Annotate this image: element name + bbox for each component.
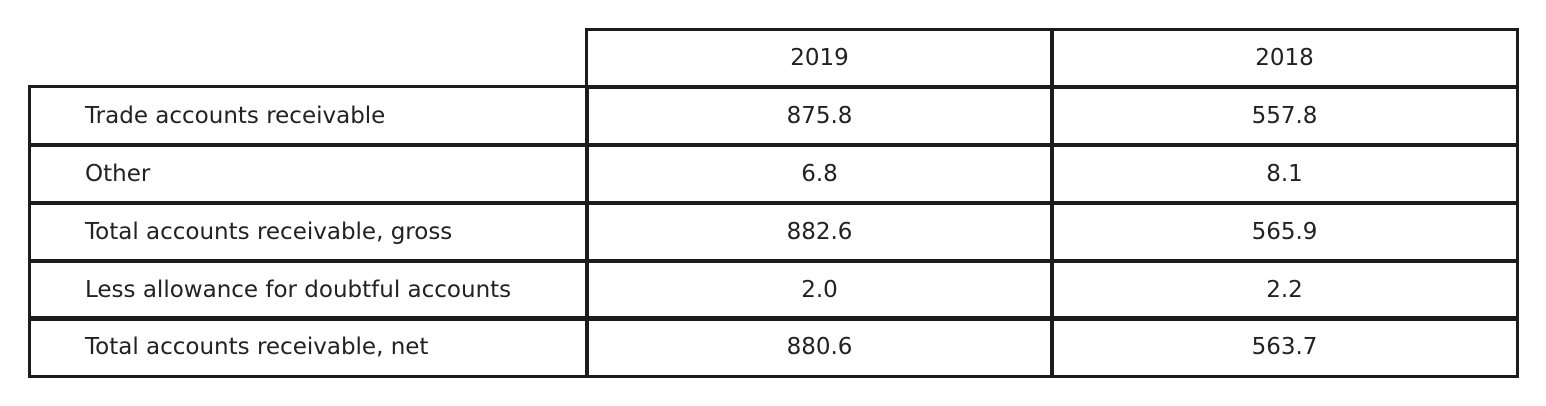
row-label: Total accounts receivable, gross [28, 201, 589, 263]
cell-2018: 563.7 [1050, 316, 1519, 378]
cell-2019: 880.6 [585, 316, 1054, 378]
cell-2018: 2.2 [1050, 259, 1519, 321]
row-label: Total accounts receivable, net [28, 316, 589, 378]
cell-2019: 2.0 [585, 259, 1054, 321]
cell-2019: 6.8 [585, 143, 1054, 205]
row-label: Trade accounts receivable [28, 85, 589, 147]
cell-2018: 565.9 [1050, 201, 1519, 263]
cell-2018: 557.8 [1050, 85, 1519, 147]
cell-2019: 882.6 [585, 201, 1054, 263]
cell-2018: 8.1 [1050, 143, 1519, 205]
column-header-2019: 2019 [585, 28, 1054, 89]
row-label: Less allowance for doubtful accounts [28, 259, 589, 321]
column-header-2018: 2018 [1050, 28, 1519, 89]
cell-2019: 875.8 [585, 85, 1054, 147]
row-label: Other [28, 143, 589, 205]
